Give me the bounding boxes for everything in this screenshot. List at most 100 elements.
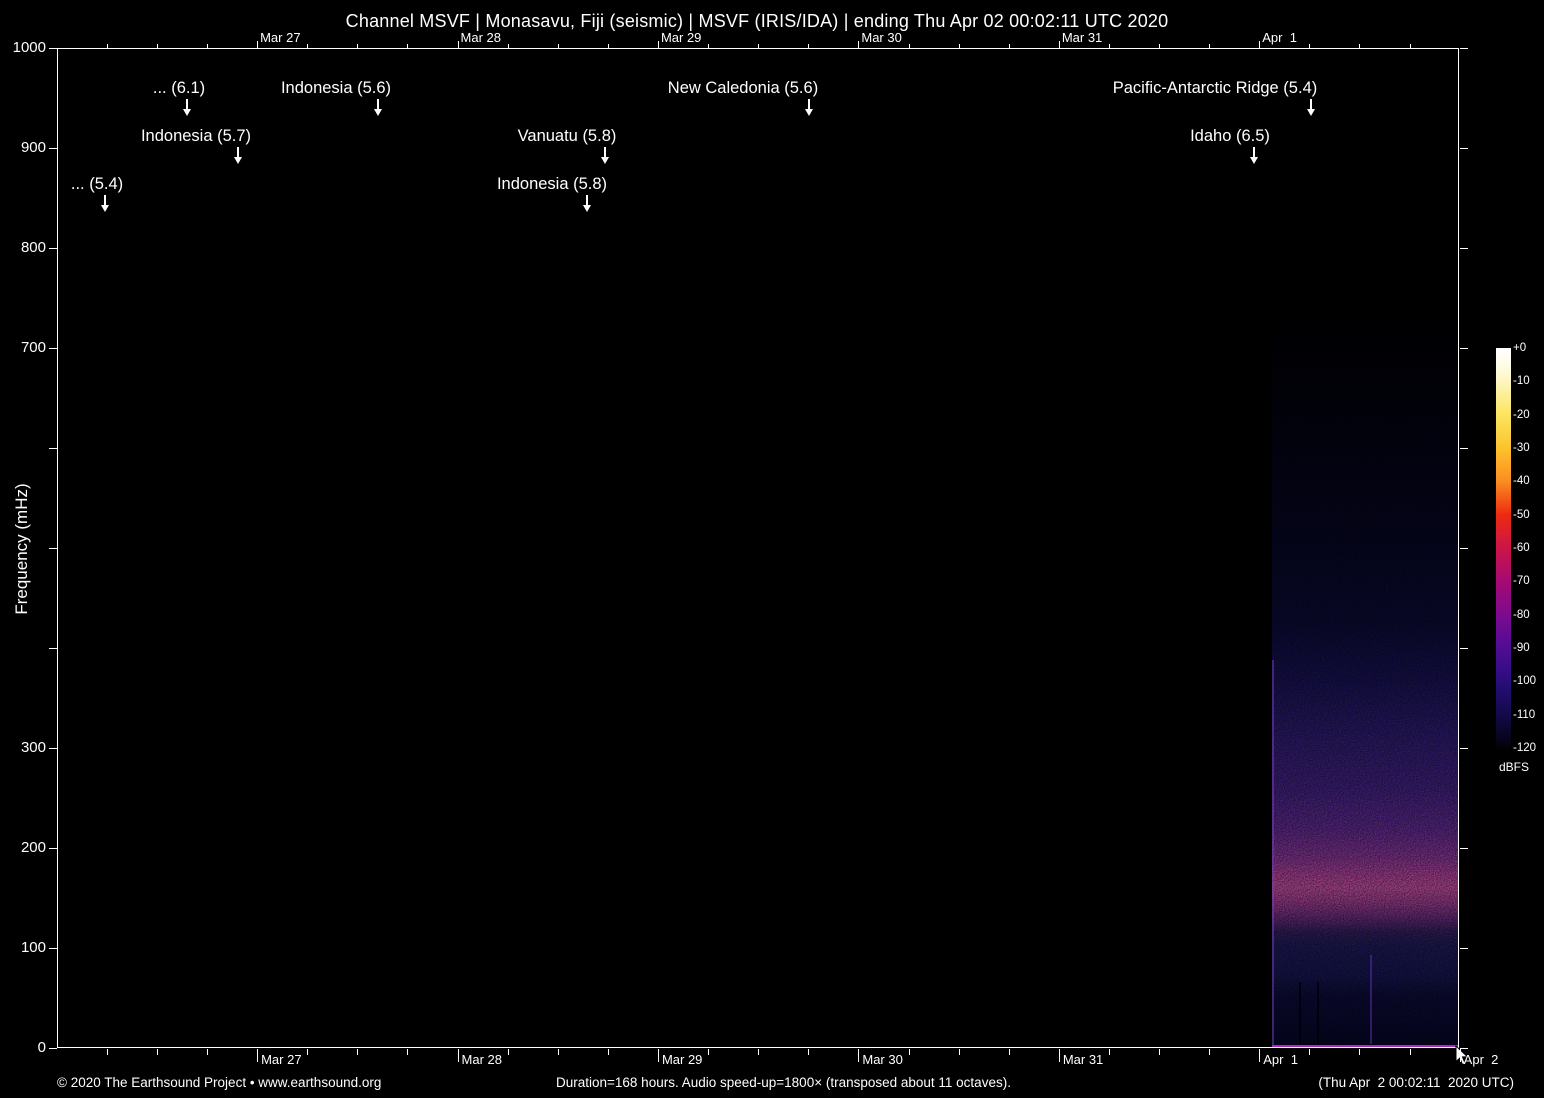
signal-onset-edge — [1272, 660, 1274, 1045]
event-arrow-stem — [237, 147, 239, 158]
event-label: ... (6.1) — [152, 79, 206, 97]
x-axis-minor-tick-top — [908, 44, 910, 48]
footer-timestamp: (Thu Apr 2 00:02:11 2020 UTC) — [1318, 1075, 1514, 1090]
event-label: Pacific-Antarctic Ridge (5.4) — [1112, 79, 1318, 97]
colorbar-tick-label: -60 — [1513, 541, 1530, 554]
mouse-cursor-icon — [1455, 1045, 1469, 1066]
x-axis-major-tick-top — [1259, 41, 1261, 48]
y-axis-tick-right — [1460, 848, 1468, 849]
y-axis-tick-label: 0 — [37, 1039, 46, 1056]
y-axis-tick-left — [49, 948, 57, 949]
y-axis-tick-label: 300 — [20, 739, 46, 756]
event-arrow-stem — [1310, 99, 1312, 110]
event-arrow-head — [182, 109, 191, 116]
colorbar-tick-label: -90 — [1513, 641, 1530, 654]
y-axis-tick-right — [1460, 648, 1468, 649]
event-arrow-head — [1306, 109, 1315, 116]
x-axis-minor-tick-bottom — [557, 1049, 559, 1055]
y-axis-tick-label: 800 — [20, 239, 46, 256]
y-axis-tick-left — [49, 448, 57, 449]
colorbar-tick-label: -40 — [1513, 475, 1530, 488]
x-axis-minor-tick-top — [207, 44, 208, 48]
x-axis-minor-tick-top — [1309, 44, 1311, 48]
page-title: Channel MSVF | Monasavu, Fiji (seismic) … — [345, 11, 1169, 31]
y-axis-tick-left — [49, 48, 57, 49]
y-axis-tick-right — [1460, 1048, 1468, 1049]
event-arrow-stem — [808, 99, 810, 110]
x-axis-day-label-bottom: Mar 28 — [461, 1052, 502, 1067]
colorbar-tick-label: -10 — [1513, 375, 1530, 388]
x-axis-day-label-bottom: Mar 27 — [261, 1052, 302, 1067]
spectrogram-bright-streak — [1370, 955, 1372, 1044]
y-axis-tick-label: 900 — [20, 139, 46, 156]
y-axis-tick-right — [1460, 448, 1468, 449]
x-axis-minor-tick-top — [106, 44, 108, 48]
x-axis-minor-tick-top — [808, 44, 810, 48]
x-axis-major-tick-top — [657, 41, 659, 48]
x-axis-minor-tick-top — [1359, 44, 1361, 48]
footer-duration: Duration=168 hours. Audio speed-up=1800×… — [556, 1075, 1011, 1090]
y-axis-title: Frequency (mHz) — [12, 483, 31, 615]
x-axis-minor-tick-top — [1108, 44, 1110, 48]
y-axis-tick-label: 1000 — [12, 39, 46, 56]
x-axis-major-tick-bottom — [257, 1049, 259, 1062]
low-frequency-magenta-line — [1272, 1044, 1458, 1047]
x-axis-minor-tick-bottom — [307, 1049, 309, 1055]
event-label: Indonesia (5.7) — [140, 127, 252, 145]
x-axis-major-tick-bottom — [1459, 1049, 1461, 1062]
x-axis-major-tick-bottom — [457, 1049, 459, 1062]
plot-frame — [57, 48, 1459, 1048]
x-axis-minor-tick-bottom — [808, 1049, 810, 1055]
x-axis-minor-tick-top — [557, 44, 559, 48]
y-axis-tick-label: 100 — [20, 939, 46, 956]
x-axis-day-label-top: Mar 31 — [1061, 30, 1103, 45]
y-axis-tick-left — [49, 348, 57, 349]
y-axis-tick-label: 200 — [20, 839, 46, 856]
x-axis-major-tick-bottom — [657, 1049, 659, 1062]
x-axis-day-label-top: Mar 28 — [460, 30, 501, 45]
x-axis-minor-tick-bottom — [708, 1049, 710, 1055]
x-axis-minor-tick-top — [307, 44, 309, 48]
x-axis-day-label-top: Mar 29 — [660, 30, 702, 45]
x-axis-minor-tick-bottom — [207, 1049, 208, 1055]
x-axis-minor-tick-bottom — [1409, 1049, 1411, 1055]
colorbar-tick-label: -20 — [1513, 408, 1530, 421]
x-axis-day-label-top: Mar 27 — [260, 30, 301, 45]
event-label: Vanuatu (5.8) — [517, 127, 617, 145]
spectrogram-dark-streak — [1317, 982, 1319, 1044]
x-axis-major-tick-top — [858, 41, 860, 48]
x-axis-minor-tick-top — [958, 44, 960, 48]
x-axis-minor-tick-bottom — [1159, 1049, 1161, 1055]
colorbar-tick-label: -110 — [1513, 708, 1536, 721]
y-axis-tick-right — [1460, 248, 1468, 249]
y-axis-tick-right — [1460, 548, 1468, 549]
x-axis-minor-tick-bottom — [1359, 1049, 1361, 1055]
x-axis-minor-tick-bottom — [407, 1049, 409, 1055]
colorbar-tick-label: -100 — [1513, 675, 1537, 688]
x-axis-minor-tick-bottom — [908, 1049, 910, 1055]
x-axis-day-label-bottom: Apr 2 — [1463, 1052, 1499, 1067]
x-axis-minor-tick-top — [1159, 44, 1161, 48]
y-axis-tick-right — [1460, 48, 1468, 49]
x-axis-minor-tick-bottom — [758, 1049, 760, 1055]
event-arrow-head — [373, 109, 382, 116]
x-axis-minor-tick-bottom — [958, 1049, 960, 1055]
x-axis-minor-tick-bottom — [106, 1049, 108, 1055]
event-label: Idaho (6.5) — [1190, 127, 1270, 145]
event-label: Indonesia (5.8) — [496, 175, 608, 193]
event-label: New Caledonia (5.6) — [667, 79, 819, 97]
footer-copyright: © 2020 The Earthsound Project • www.eart… — [57, 1075, 382, 1090]
x-axis-day-label-bottom: Mar 29 — [661, 1052, 703, 1067]
colorbar-tick-label: -50 — [1513, 508, 1530, 521]
event-label: ... (5.4) — [70, 175, 124, 193]
x-axis-minor-tick-top — [1409, 44, 1411, 48]
y-axis-tick-left — [49, 248, 57, 249]
y-axis-tick-left — [49, 548, 57, 549]
x-axis-minor-tick-bottom — [607, 1049, 609, 1055]
x-axis-day-label-bottom: Mar 30 — [862, 1052, 903, 1067]
x-axis-minor-tick-top — [507, 44, 509, 48]
x-axis-minor-tick-top — [607, 44, 609, 48]
colorbar-tick-label: +0 — [1513, 342, 1527, 354]
colorbar-tick-label: -30 — [1513, 441, 1530, 454]
colorbar-tick-label: -70 — [1513, 575, 1530, 588]
